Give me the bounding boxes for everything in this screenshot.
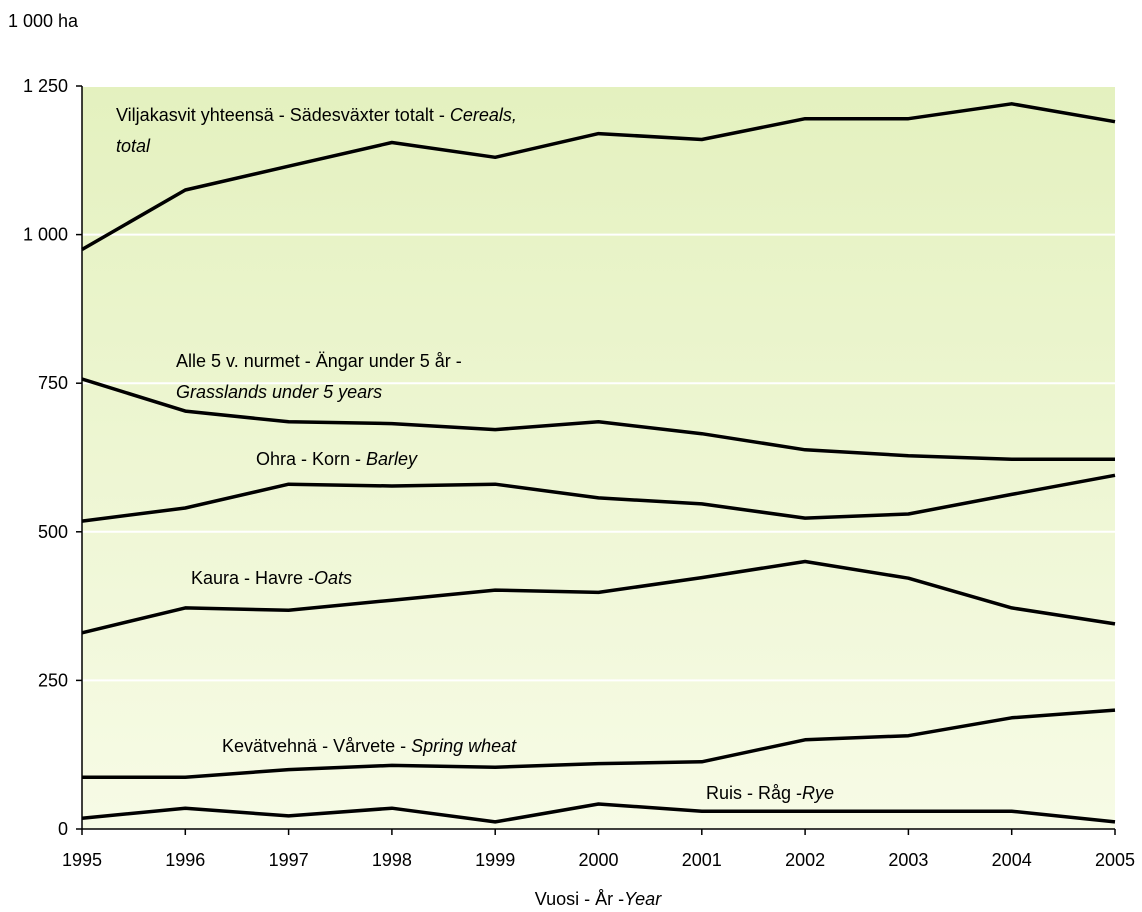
series-label-italic: Oats [314,568,352,588]
series-label-italic: Cereals, [450,105,517,125]
x-tick-label: 2003 [888,850,928,870]
y-tick-label: 1 250 [23,76,68,96]
x-tick-label: 1995 [62,850,102,870]
x-tick-label: 2004 [992,850,1032,870]
x-tick-label: 2002 [785,850,825,870]
series-line-2 [81,473,1116,523]
series-label-plain: Alle 5 v. nurmet - Ängar under 5 år - [176,351,462,371]
series-label-italic: total [116,136,151,156]
series-line-0 [81,102,1116,252]
x-axis-title: Vuosi - År -Year [535,889,662,909]
x-tick-label: 1997 [269,850,309,870]
x-tick-label: 1999 [475,850,515,870]
x-tick-label: 1996 [165,850,205,870]
series-label-0-line-0: Viljakasvit yhteensä - Sädesväxter total… [116,105,517,125]
series-label-plain: Kaura - Havre - [191,568,314,588]
x-axis-title-italic: Year [624,889,662,909]
series-label-italic: Barley [366,449,418,469]
axes [76,85,1116,835]
series-label-plain: Kevätvehnä - Vårvete - [222,736,411,756]
series-label-3-line-0: Kaura - Havre -Oats [191,568,352,588]
series-label-0-line-1: total [116,136,151,156]
series-label-italic: Spring wheat [411,736,517,756]
series-label-italic: Rye [802,783,834,803]
y-tick-label: 750 [38,373,68,393]
series-label-5-line-0: Ruis - Råg -Rye [706,783,834,803]
series-line-1 [81,377,1115,462]
series-lines [81,102,1116,824]
x-tick-label: 1998 [372,850,412,870]
x-tick-label: 2005 [1095,850,1135,870]
series-label-1-line-0: Alle 5 v. nurmet - Ängar under 5 år - [176,351,462,371]
y-tick-label: 250 [38,670,68,690]
x-axis-title-main: Vuosi - År - [535,889,624,909]
y-tick-label: 0 [58,819,68,839]
x-tick-label: 2001 [682,850,722,870]
y-tick-label: 1 000 [23,225,68,245]
x-tick-labels: 1995 1996 1997 1998 1999 2000 2001 2002 2003 2004… [62,850,1135,870]
series-label-italic: Grasslands under 5 years [176,382,382,402]
x-tick-label: 2000 [578,850,618,870]
series-label-4-line-0: Kevätvehnä - Vårvete - Spring wheat [222,736,517,756]
series-label-plain: Ruis - Råg - [706,783,802,803]
y-tick-labels: 0 250 500 750 1 000 1 250 [23,76,68,839]
series-label-plain: Ohra - Korn - [256,449,366,469]
series-line-5 [81,802,1116,824]
y-axis-title: 1 000 ha [8,11,79,31]
series-line-4 [82,708,1116,780]
series-line-3 [81,559,1116,635]
series-label-plain: Viljakasvit yhteensä - Sädesväxter total… [116,105,450,125]
series-labels: Viljakasvit yhteensä - Sädesväxter total… [116,105,834,803]
series-label-1-line-1: Grasslands under 5 years [176,382,382,402]
series-label-2-line-0: Ohra - Korn - Barley [256,449,418,469]
gridlines [82,85,1115,682]
y-tick-label: 500 [38,522,68,542]
